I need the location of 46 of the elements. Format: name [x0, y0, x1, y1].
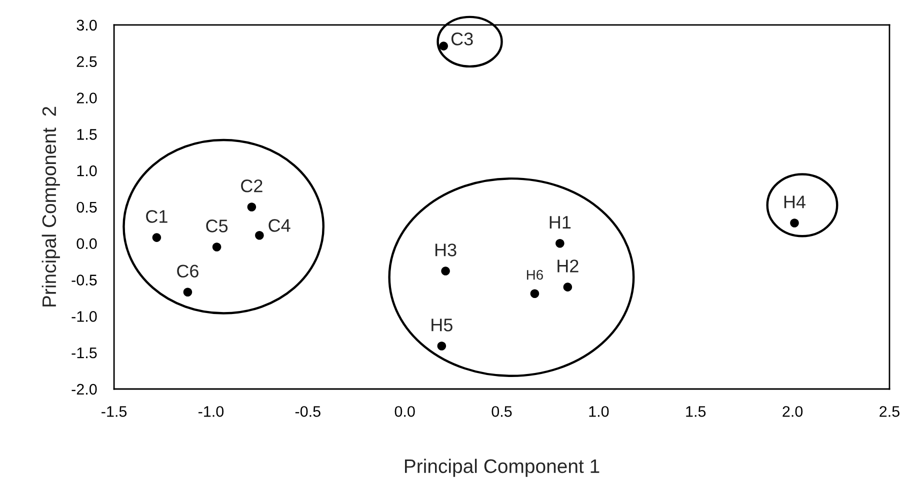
annotation: H3 — [435, 244, 456, 256]
y-tick-label: 2.0 — [76, 92, 97, 104]
y-axis-title: Principal Component 2 — [42, 106, 60, 306]
x-tick-label: 1.0 — [589, 406, 609, 417]
point — [556, 238, 564, 248]
x-tick-label: 0.5 — [492, 406, 512, 417]
x-tick-label: 2.5 — [880, 406, 900, 417]
annotation: C5 — [206, 220, 228, 232]
x-tick-label: 2.0 — [782, 406, 803, 417]
y-tick-label: 2.5 — [76, 56, 97, 68]
point — [247, 202, 256, 212]
point — [183, 288, 192, 297]
point — [152, 233, 162, 242]
x-tick-label: -0.5 — [295, 406, 320, 417]
point — [790, 218, 799, 228]
point — [530, 289, 540, 298]
x-tick-label: 1.5 — [686, 406, 706, 417]
annotation: C2 — [241, 180, 262, 192]
annotation: C1 — [146, 210, 168, 223]
y-tick-label: -1.0 — [72, 311, 97, 322]
y-tick-label: 3.0 — [76, 20, 97, 31]
point — [441, 266, 450, 276]
point — [439, 42, 448, 50]
annotation: H1 — [550, 216, 571, 229]
annotation: C6 — [177, 264, 198, 278]
y-tick-label: -0.5 — [72, 274, 97, 286]
x-tick-label: -1.5 — [102, 406, 127, 417]
point — [563, 282, 572, 292]
point — [255, 230, 264, 240]
y-tick-label: 0.5 — [76, 202, 97, 213]
annotation: H4 — [784, 196, 806, 208]
x-axis-title: Principal Component 1 — [405, 458, 600, 477]
x-tick-label: -1.0 — [198, 406, 224, 417]
annotation: C4 — [268, 219, 290, 232]
annotation: H6 — [526, 270, 543, 280]
x-tick-label: 0.0 — [394, 406, 415, 417]
annotation: C3 — [451, 32, 473, 46]
y-tick-label: 0.0 — [76, 238, 97, 250]
annotation: H5 — [432, 318, 452, 332]
y-tick-label: -2.0 — [72, 384, 97, 395]
point — [437, 342, 446, 350]
y-tick-label: -1.5 — [72, 348, 97, 358]
point — [212, 242, 222, 252]
y-tick-label: 1.5 — [77, 129, 97, 140]
annotation: H2 — [558, 260, 578, 272]
y-tick-label: 1.0 — [77, 165, 97, 176]
